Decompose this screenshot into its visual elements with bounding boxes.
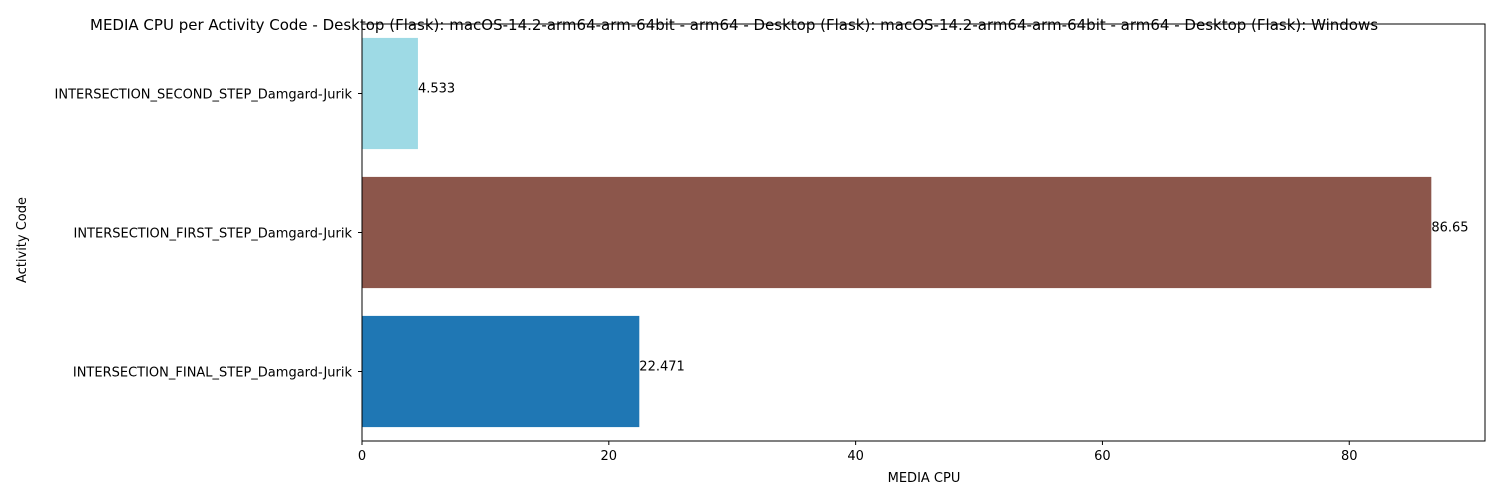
x-tick-label: 0 (358, 449, 366, 464)
bar-value-label: 22.471 (639, 360, 685, 375)
bar-value-label: 4.533 (418, 82, 455, 97)
chart-title: MEDIA CPU per Activity Code - Desktop (F… (90, 16, 1378, 34)
x-tick-label: 60 (1094, 449, 1111, 464)
x-tick-label: 40 (847, 449, 864, 464)
bar (362, 315, 640, 428)
axes-frame (361, 23, 1486, 442)
x-axis-label: MEDIA CPU (888, 471, 961, 486)
x-tick-label: 80 (1341, 449, 1358, 464)
x-tick-label: 20 (601, 449, 618, 464)
y-axis-label: Activity Code (15, 197, 30, 283)
plot-area: 4.533 INTERSECTION_SECOND_STEP_Damgard-Ju… (55, 23, 1486, 464)
bar (362, 176, 1432, 289)
y-tick-label: INTERSECTION_FINAL_STEP_Damgard-Jurik (73, 366, 353, 381)
y-tick-label: INTERSECTION_SECOND_STEP_Damgard-Jurik (55, 88, 353, 103)
y-tick-label: INTERSECTION_FIRST_STEP_Damgard-Jurik (73, 227, 352, 242)
bar-value-label: 86.65 (1431, 221, 1468, 236)
bar (362, 37, 418, 150)
